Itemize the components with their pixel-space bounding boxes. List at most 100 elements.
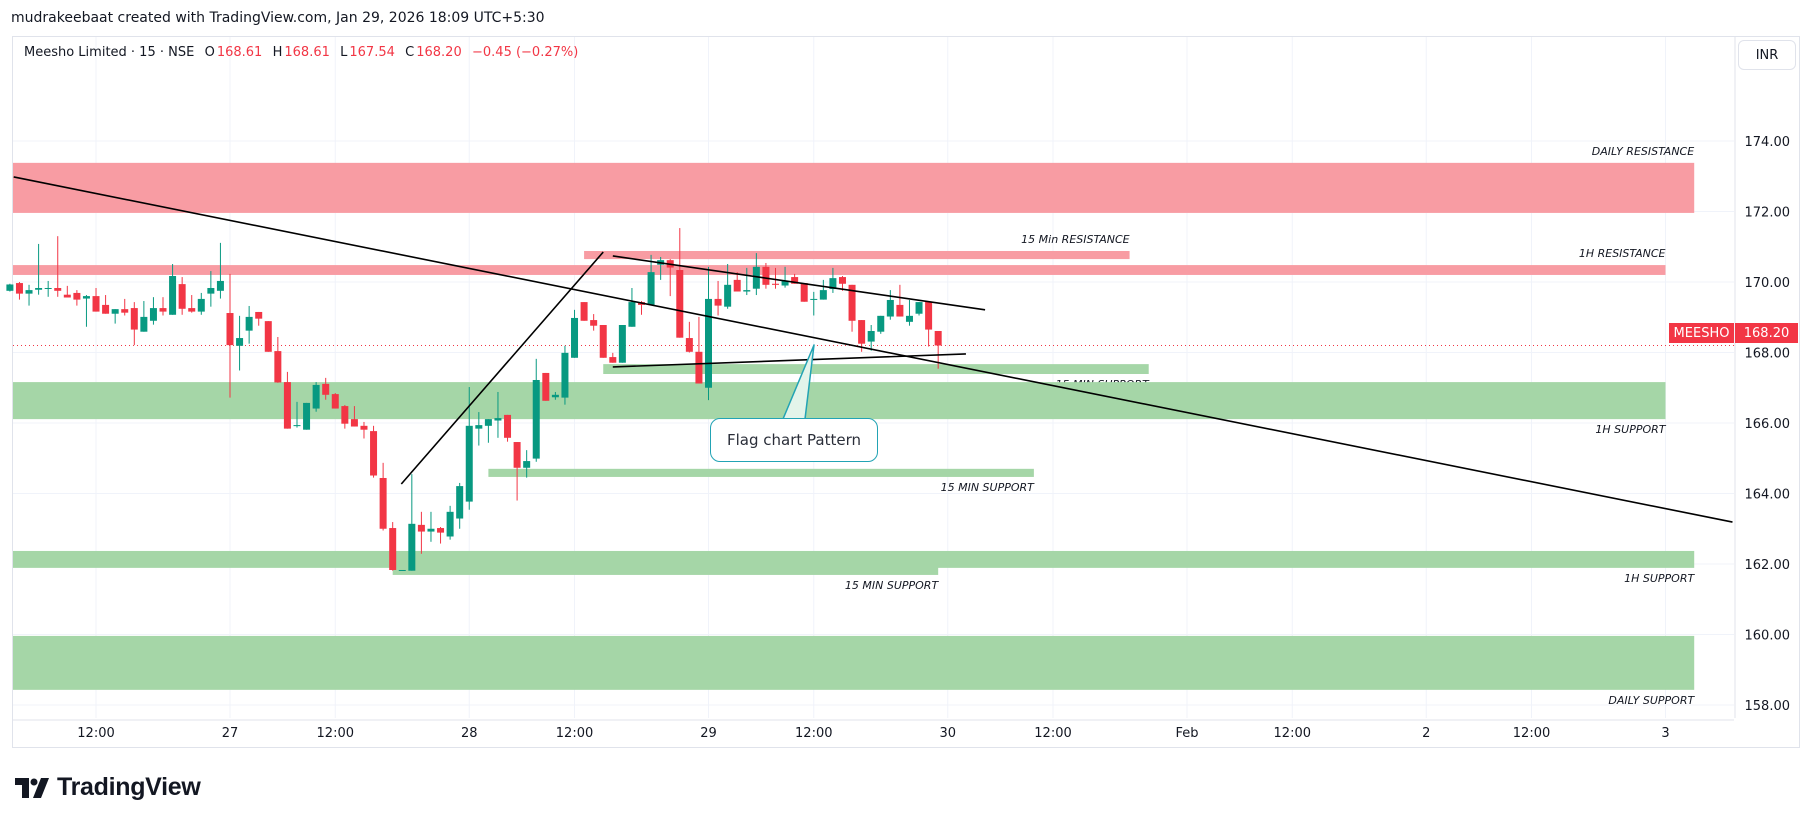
candle-down [274, 336, 282, 383]
candle-body [370, 431, 378, 476]
chart-frame [12, 36, 1800, 748]
candle-down [188, 295, 196, 313]
candle-body [25, 290, 33, 294]
resistance-zone [13, 265, 1666, 275]
candle-body [838, 277, 846, 284]
candle-body [494, 418, 502, 421]
candle-up [398, 569, 406, 571]
candle-up [408, 474, 416, 571]
candle-up [446, 505, 454, 540]
candle-down [226, 273, 234, 398]
candle-body [590, 320, 598, 326]
candle-down [283, 371, 291, 429]
candle-body [102, 304, 110, 314]
candle-down [389, 522, 397, 571]
candle-body [245, 316, 253, 331]
candle-up [207, 271, 215, 307]
candle-down [848, 284, 856, 332]
candle-body [647, 272, 655, 305]
candle-body [169, 276, 177, 315]
candle-down [437, 526, 445, 544]
candle-down [676, 228, 684, 338]
time-axis-label: 12:00 [1274, 726, 1311, 741]
candle-down [733, 272, 741, 292]
candle-down [63, 285, 71, 298]
chart-credit: mudrakeebaat created with TradingView.co… [11, 10, 545, 26]
candle-body [599, 325, 607, 358]
candle-body [216, 280, 224, 291]
candle-body [379, 477, 387, 529]
tradingview-logo[interactable]: TradingView [15, 773, 201, 802]
candle-up [915, 302, 923, 316]
candle-up [216, 242, 224, 299]
candle-down [771, 267, 779, 289]
time-axis-label: 30 [939, 726, 956, 741]
high-value: 168.61 [284, 45, 330, 60]
candle-body [628, 302, 636, 327]
candle-body [465, 425, 473, 502]
support-zone [13, 635, 1695, 690]
candle-body [781, 280, 789, 286]
candle-up [169, 264, 177, 315]
candle-body [810, 298, 818, 300]
candle-body [580, 302, 588, 321]
candle-body [398, 569, 406, 571]
candle-body [303, 402, 311, 430]
candle-body [188, 308, 196, 312]
candle-body [264, 321, 272, 352]
candle-body [771, 283, 779, 285]
candle-up [245, 305, 253, 344]
time-axis-label: 12:00 [77, 726, 114, 741]
candle-up [877, 315, 885, 334]
currency-button[interactable]: INR [1738, 40, 1796, 70]
candle-up [571, 309, 579, 358]
high-label: H [272, 45, 283, 60]
time-axis-label: Feb [1175, 726, 1198, 741]
candle-down [504, 414, 512, 442]
time-axis-label: 28 [461, 726, 478, 741]
candle-body [733, 279, 741, 292]
zone-label: 15 MIN SUPPORT [845, 579, 940, 592]
zone-label: 1H SUPPORT [1624, 572, 1695, 585]
candle-body [130, 308, 138, 330]
candle-body [743, 290, 751, 292]
price-axis-label: 168.00 [1745, 347, 1791, 362]
price-axis-label: 166.00 [1745, 417, 1791, 432]
candle-body [15, 283, 23, 294]
candle-up [303, 402, 311, 430]
candle-body [542, 372, 550, 401]
price-axis-label: 158.00 [1745, 699, 1791, 714]
candle-body [724, 284, 732, 307]
symbol-title[interactable]: Meesho Limited · 15 · NSE [24, 45, 195, 60]
flag-pattern-callout[interactable]: Flag chart Pattern [710, 418, 878, 462]
candle-body [437, 528, 445, 533]
candle-down [331, 393, 339, 409]
price-axis-label: 174.00 [1745, 135, 1791, 150]
candle-body [551, 394, 559, 398]
candle-body [322, 383, 330, 395]
candle-up [111, 309, 119, 324]
candle-down [130, 302, 138, 346]
candle-up [197, 292, 205, 315]
candle-body [82, 296, 90, 299]
candle-down [599, 325, 607, 358]
symbol-legend: Meesho Limited · 15 · NSE O 168.61 H 168.6… [24, 45, 580, 60]
candle-body [848, 284, 856, 321]
close-value: 168.20 [416, 45, 462, 60]
tradingview-logo-icon [15, 777, 49, 798]
candle-up [647, 254, 655, 305]
candle-body [752, 266, 760, 289]
candle-body [934, 330, 942, 346]
resistance-zone [584, 250, 1130, 260]
candle-body [925, 301, 933, 330]
candle-body [149, 308, 157, 321]
candle-body [905, 315, 913, 322]
support-zone [603, 364, 1149, 375]
time-axis-label: 12:00 [795, 726, 832, 741]
candle-body [532, 379, 540, 459]
candle-down [609, 352, 617, 363]
candle-body [705, 298, 712, 388]
candle-body [446, 511, 454, 537]
candle-up [149, 297, 157, 325]
